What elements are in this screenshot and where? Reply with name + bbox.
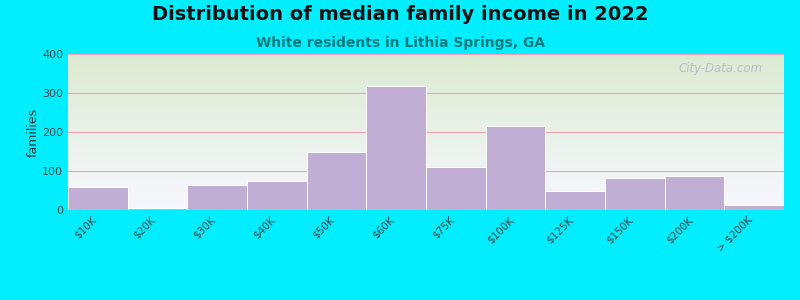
Y-axis label: families: families [26,107,39,157]
Text: Distribution of median family income in 2022: Distribution of median family income in … [152,4,648,23]
Bar [247,181,306,210]
Bar [426,167,486,210]
Bar [665,176,724,210]
Bar [724,205,784,210]
Bar [486,126,546,210]
Bar [68,187,128,210]
Bar [605,178,665,210]
Bar [546,191,605,210]
Text: White residents in Lithia Springs, GA: White residents in Lithia Springs, GA [255,36,545,50]
Text: City-Data.com: City-Data.com [678,62,762,75]
Bar [306,152,366,210]
Bar [187,184,247,210]
Bar [128,208,187,210]
Bar [366,86,426,210]
